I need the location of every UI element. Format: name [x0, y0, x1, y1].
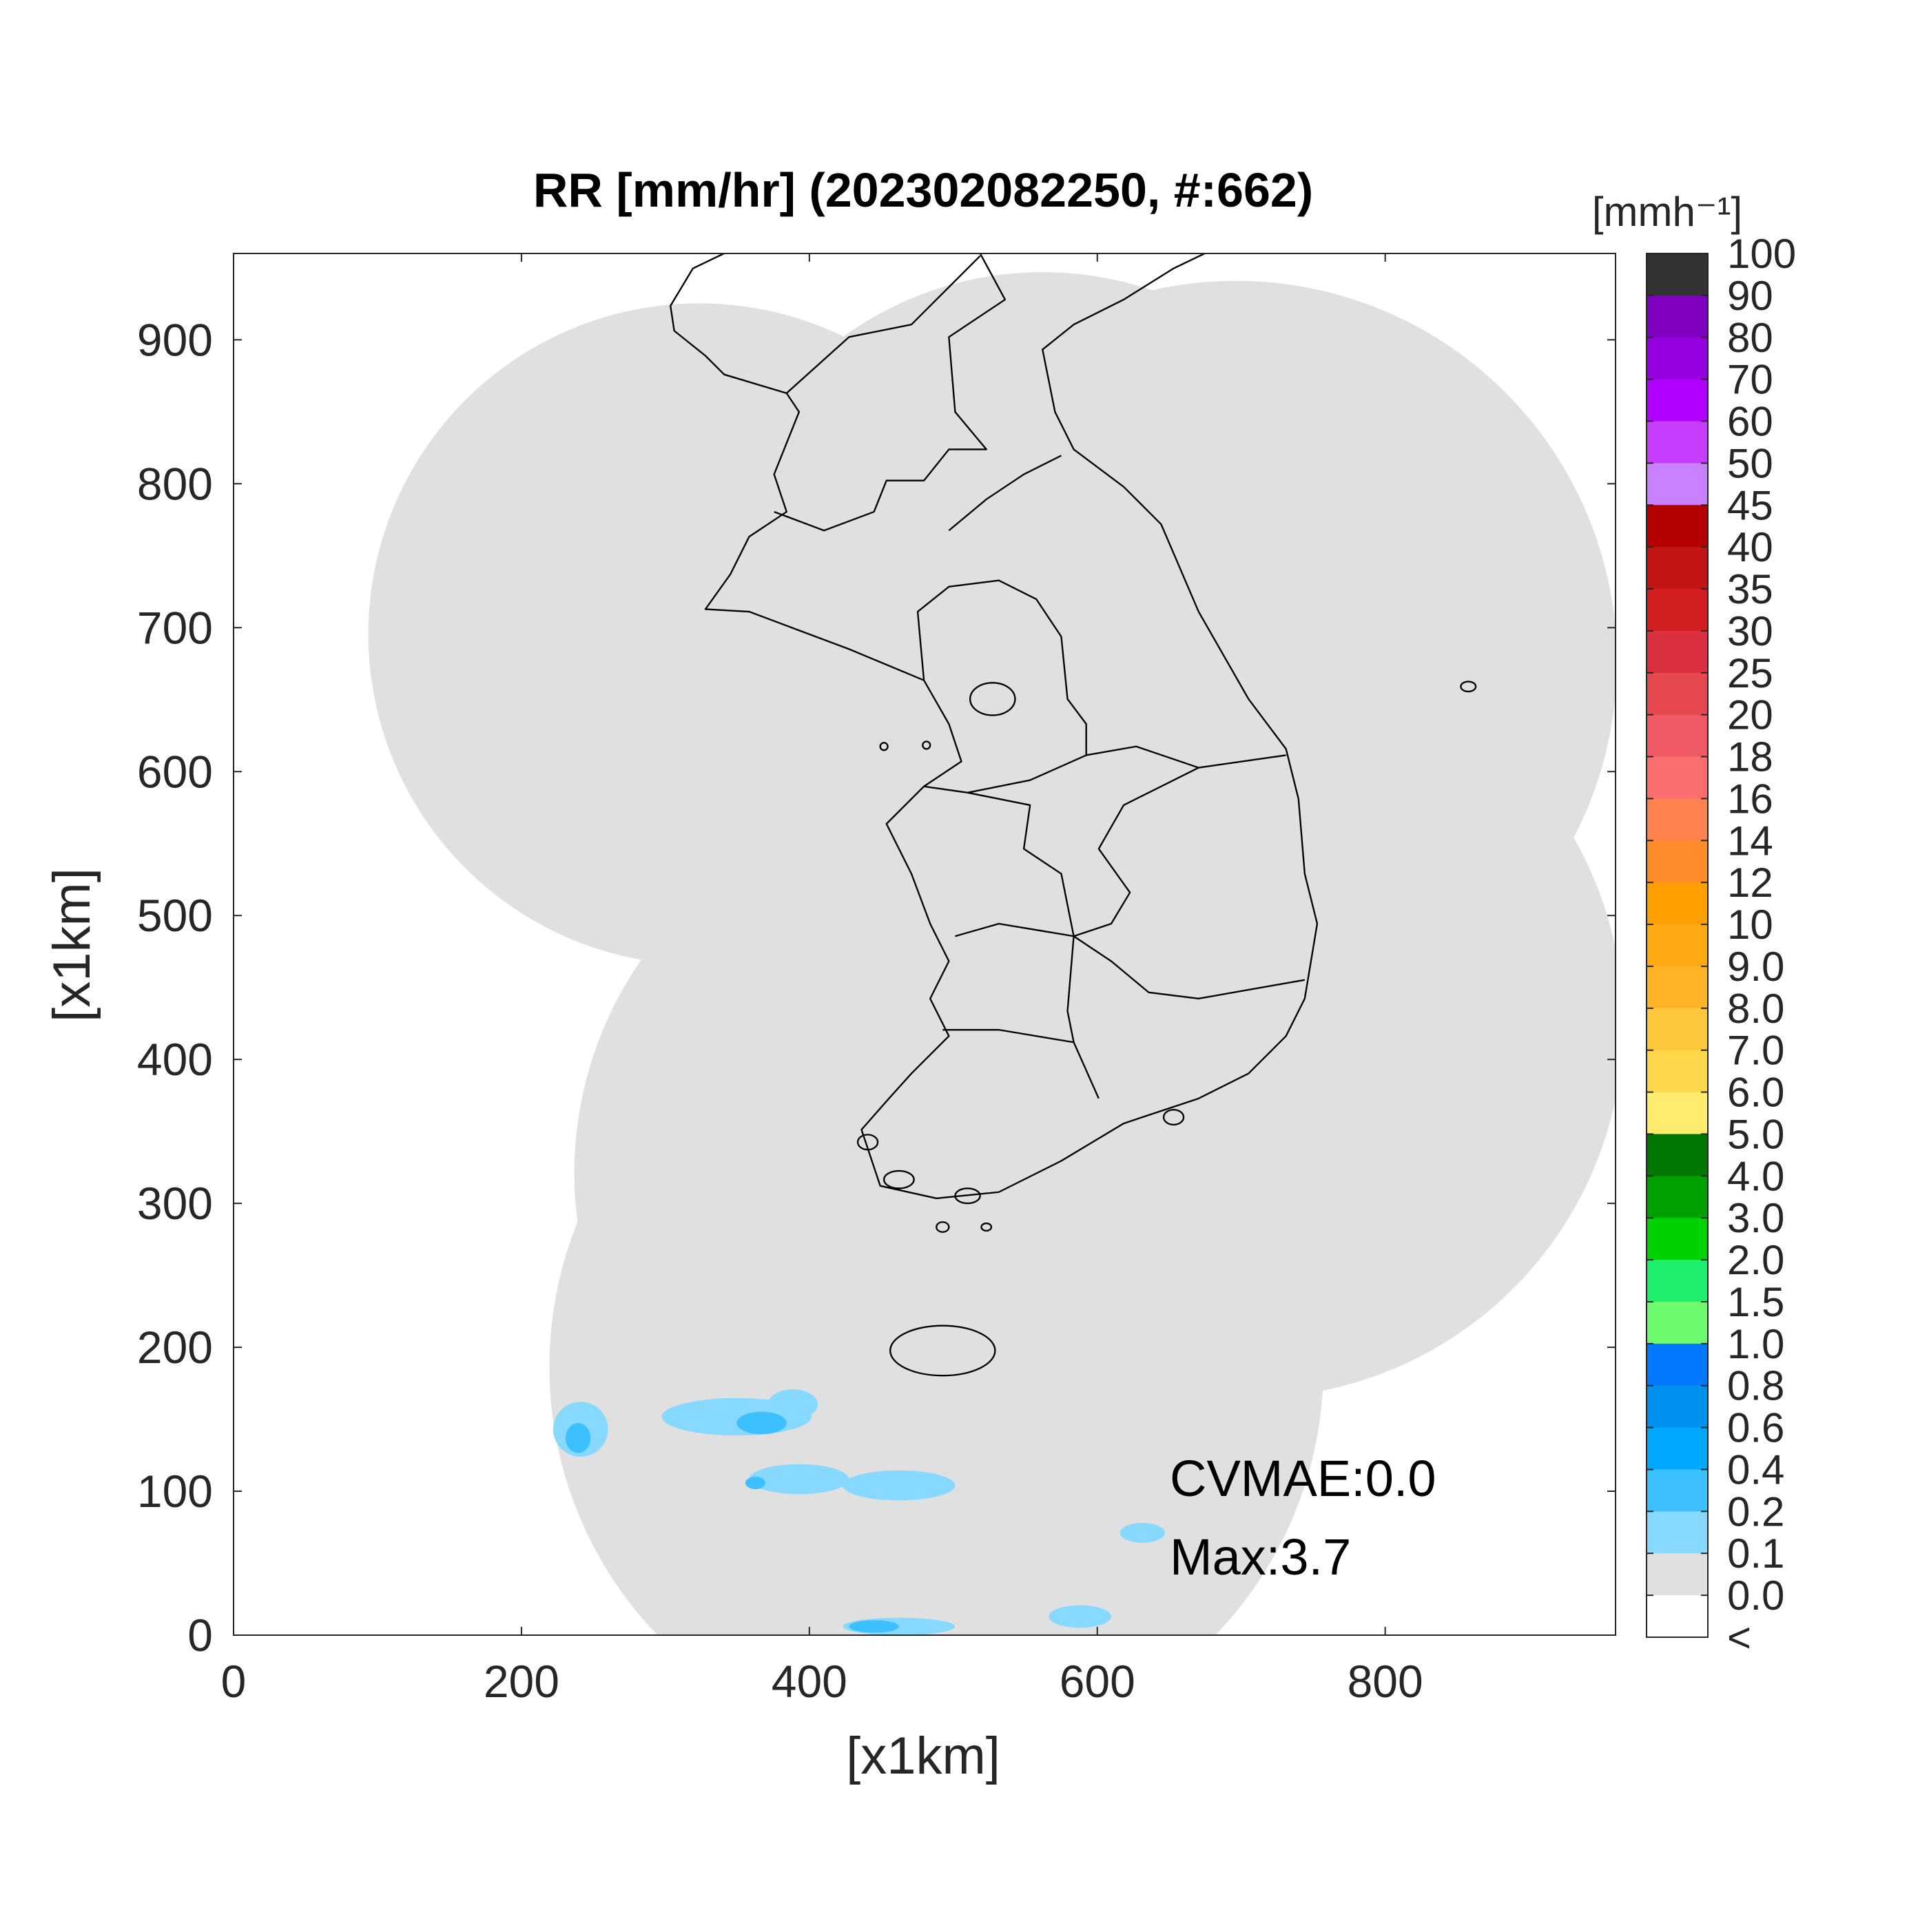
colorbar-segment — [1647, 463, 1708, 506]
colorbar-frame — [1646, 253, 1709, 1638]
colorbar-label: 0.8 — [1727, 1363, 1784, 1409]
plot-frame — [233, 253, 1616, 1636]
colorbar-label: 6.0 — [1727, 1070, 1784, 1116]
rain-area-heavier — [565, 1411, 899, 1633]
colorbar-segment — [1647, 379, 1708, 422]
colorbar-label: 16 — [1727, 776, 1773, 822]
colorbar-label: 25 — [1727, 650, 1773, 696]
y-tick-label: 100 — [137, 1466, 213, 1517]
coverage-circle — [549, 979, 1323, 1635]
colorbar-unit: [mmh⁻¹] — [1592, 189, 1742, 235]
colorbar-label: 45 — [1727, 482, 1773, 528]
colorbar-segment — [1647, 1050, 1708, 1093]
radar-coverage — [368, 272, 1616, 1635]
y-tick-label: 900 — [137, 314, 213, 365]
colorbar-label: 4.0 — [1727, 1153, 1784, 1199]
colorbar-segment — [1647, 589, 1708, 632]
map — [368, 253, 1616, 1635]
colorbar-segment — [1647, 1385, 1708, 1429]
map-layer — [368, 253, 1616, 1635]
y-tick-label: 400 — [137, 1034, 213, 1085]
y-tick-label: 200 — [137, 1322, 213, 1373]
colorbar-segment — [1647, 295, 1708, 338]
colorbar-segment — [1647, 1553, 1708, 1596]
colorbar-label: 0.0 — [1727, 1572, 1784, 1619]
x-tick-label: 200 — [484, 1656, 559, 1707]
coastline — [670, 253, 1477, 1377]
colorbar-segment — [1647, 1343, 1708, 1386]
colorbar-label: 60 — [1727, 399, 1773, 445]
x-tick-label: 400 — [772, 1656, 847, 1707]
colorbar-segment — [1647, 1008, 1708, 1051]
colorbar-label: < — [1727, 1614, 1751, 1661]
colorbar-label: 80 — [1727, 315, 1773, 361]
x-tick-label: 800 — [1348, 1656, 1423, 1707]
rain-area — [553, 1389, 1165, 1635]
y-axis-label: [x1km] — [43, 868, 101, 1022]
colorbar-label: 5.0 — [1727, 1111, 1784, 1157]
colorbar-segment — [1647, 1218, 1708, 1260]
colorbar-segment — [1647, 672, 1708, 716]
y-tick-label: 600 — [137, 746, 213, 797]
colorbar-segment — [1647, 1176, 1708, 1218]
colorbar-segment — [1647, 1134, 1708, 1176]
colorbar-label: 9.0 — [1727, 944, 1784, 990]
colorbar-label: 100 — [1727, 231, 1796, 277]
colorbar-label: 1.5 — [1727, 1279, 1784, 1325]
y-tick-label: 0 — [187, 1610, 213, 1661]
colorbar-segment — [1647, 966, 1708, 1009]
colorbar-label: 70 — [1727, 357, 1773, 403]
colorbar-segment — [1647, 630, 1708, 674]
colorbar-segment — [1647, 1469, 1708, 1512]
colorbar-label: 12 — [1727, 860, 1773, 906]
y-tick-label: 800 — [137, 458, 213, 509]
colorbar-label: 20 — [1727, 692, 1773, 738]
colorbar-segment — [1647, 1427, 1708, 1470]
colorbar-label: 0.4 — [1727, 1446, 1784, 1493]
colorbar-label: 10 — [1727, 902, 1773, 948]
annotation: Max:3.7 — [1170, 1528, 1351, 1586]
colorbar-segment — [1647, 1511, 1708, 1554]
colorbar-segment — [1647, 337, 1708, 380]
x-tick-label: 0 — [221, 1656, 247, 1707]
y-tick-label: 500 — [137, 890, 213, 941]
colorbar-segment — [1647, 840, 1708, 883]
colorbar-segment — [1647, 1260, 1708, 1302]
colorbar-label: 1.0 — [1727, 1321, 1784, 1367]
colorbar-label: 7.0 — [1727, 1028, 1784, 1074]
colorbar-label: 18 — [1727, 734, 1773, 780]
colorbar-label: 0.2 — [1727, 1488, 1784, 1535]
colorbar-segment — [1647, 924, 1708, 967]
colorbar-label: 0.6 — [1727, 1405, 1784, 1451]
colorbar-segment — [1647, 798, 1708, 841]
colorbar-segment — [1647, 1092, 1708, 1134]
colorbar-label: 40 — [1727, 524, 1773, 570]
y-tick-label: 300 — [137, 1178, 213, 1229]
colorbar-label: 14 — [1727, 818, 1773, 864]
colorbar-label: 8.0 — [1727, 986, 1784, 1032]
colorbar-segment — [1647, 505, 1708, 548]
colorbar-segment — [1647, 253, 1708, 296]
colorbar-segment — [1647, 882, 1708, 925]
colorbar-label: 50 — [1727, 440, 1773, 486]
colorbar-segment — [1647, 714, 1708, 758]
colorbar-label: 35 — [1727, 566, 1773, 612]
colorbar-segment — [1647, 756, 1708, 799]
colorbar-segment — [1647, 547, 1708, 590]
chart-title: RR [mm/hr] (202302082250, #:662) — [533, 163, 1313, 217]
colorbar-segment — [1647, 421, 1708, 464]
colorbar-label: 0.1 — [1727, 1530, 1784, 1577]
colorbar-segment — [1647, 1595, 1708, 1638]
colorbar-label: 2.0 — [1727, 1237, 1784, 1283]
colorbar-label: 30 — [1727, 608, 1773, 654]
x-tick-label: 600 — [1060, 1656, 1135, 1707]
y-tick-label: 700 — [137, 602, 213, 653]
colorbar-segment — [1647, 1301, 1708, 1344]
colorbar-label: 3.0 — [1727, 1195, 1784, 1241]
x-axis-label: [x1km] — [846, 1727, 1000, 1785]
annotation: CVMAE:0.0 — [1170, 1450, 1436, 1507]
colorbar-label: 90 — [1727, 273, 1773, 319]
